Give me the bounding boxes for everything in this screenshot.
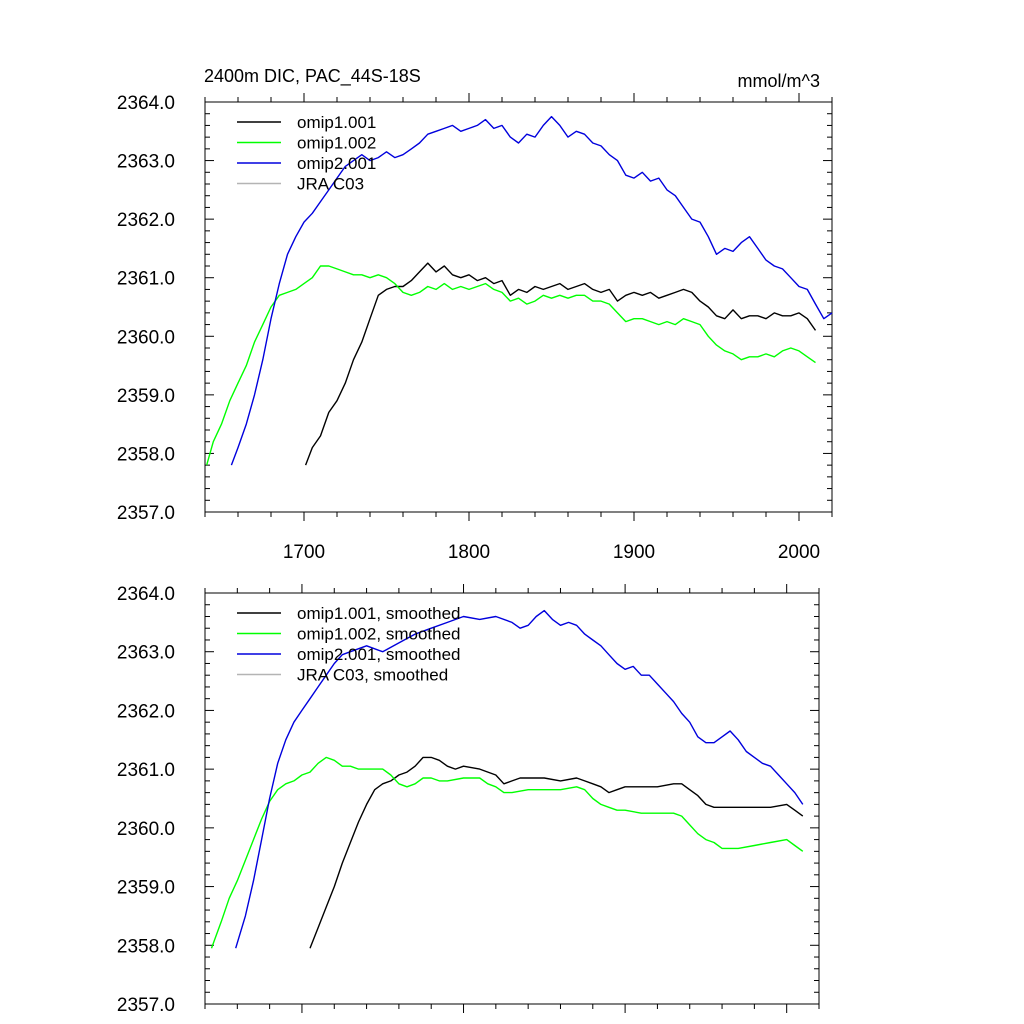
y-tick-label: 2358.0 (117, 444, 175, 465)
legend-label: omip1.001, smoothed (297, 604, 461, 623)
y-tick-label: 2358.0 (117, 936, 175, 957)
legend-label: omip1.002, smoothed (297, 625, 461, 644)
legend-label: omip1.002 (297, 134, 376, 153)
x-tick-label: 1700 (283, 542, 325, 563)
series-line (206, 265, 816, 466)
y-tick-label: 2364.0 (117, 93, 175, 114)
y-tick-label: 2362.0 (117, 701, 175, 722)
series-line (210, 756, 804, 949)
legend-label: omip2.001, smoothed (297, 645, 461, 664)
top-panel: 2357.0 2358.0 2359.0 2360.0 2361.0 2362.0 2363… (117, 93, 833, 563)
y-tick-label: 2360.0 (117, 819, 175, 840)
y-tick-label: 2357.0 (117, 995, 175, 1016)
legend-label: JRA C03, smoothed (297, 666, 448, 685)
y-tick-label: 2360.0 (117, 327, 175, 348)
legend-label: omip1.001 (297, 113, 376, 132)
y-tick-label: 2361.0 (117, 760, 175, 781)
x-tick-label: 1800 (448, 542, 490, 563)
series-line (304, 262, 817, 466)
chart-title: 2400m DIC, PAC_44S-18S (204, 66, 421, 87)
plot-frame (204, 101, 833, 513)
y-tick-label: 2359.0 (117, 878, 175, 899)
series-line (235, 609, 804, 949)
y-tick-label: 2362.0 (117, 210, 175, 231)
units-label: mmol/m^3 (738, 71, 820, 91)
y-tick-label: 2363.0 (117, 152, 175, 173)
y-tick-label: 2359.0 (117, 386, 175, 407)
legend-label: JRA C03 (297, 175, 364, 194)
y-tick-label: 2363.0 (117, 643, 175, 664)
series-line (230, 115, 833, 466)
legend-label: omip2.001 (297, 154, 376, 173)
y-tick-label: 2357.0 (117, 503, 175, 524)
y-tick-label: 2364.0 (117, 584, 175, 605)
x-tick-label: 2000 (778, 542, 820, 563)
x-tick-label: 1900 (613, 542, 655, 563)
y-tick-label: 2361.0 (117, 269, 175, 290)
bottom-panel: 2357.0 2358.0 2359.0 2360.0 2361.0 2362.0 2363… (117, 584, 820, 1016)
plot-frame (204, 592, 820, 1005)
series-line (309, 756, 804, 949)
